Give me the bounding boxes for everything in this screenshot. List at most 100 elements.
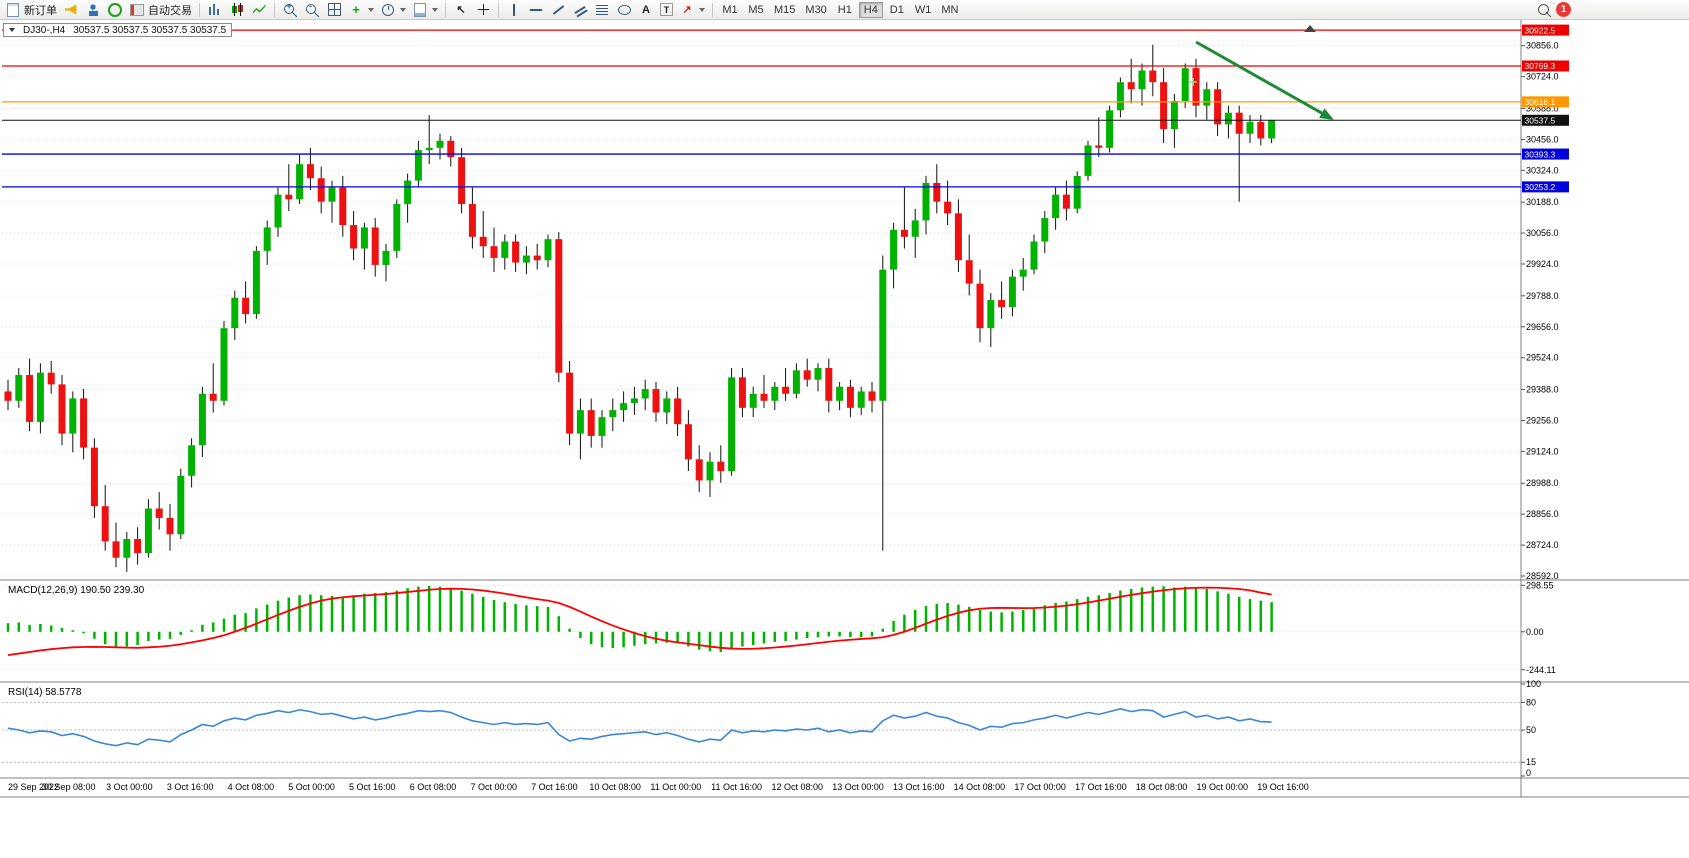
svg-text:30588.0: 30588.0 (1526, 103, 1559, 113)
autotrading-button-label: 自动交易 (148, 4, 192, 17)
svg-text:29924.0: 29924.0 (1526, 259, 1559, 269)
timeframe-mn-button[interactable]: MN (937, 2, 962, 18)
tile-windows-icon (326, 2, 342, 18)
zoom-in-button[interactable] (280, 1, 300, 18)
line-chart-button[interactable] (249, 1, 269, 18)
price-chart[interactable]: 30856.0 30724.0 30588.0 30456.0 30324.0 30188… (0, 20, 1689, 858)
toolbar-separator (498, 2, 499, 17)
svg-text:30 Sep 08:00: 30 Sep 08:00 (42, 782, 96, 792)
svg-text:14 Oct 08:00: 14 Oct 08:00 (954, 782, 1006, 792)
svg-text:19 Oct 16:00: 19 Oct 16:00 (1257, 782, 1309, 792)
price-badge (1522, 181, 1569, 193)
indicators-button[interactable]: + (346, 1, 376, 18)
timeframe-h1-button[interactable]: H1 (833, 2, 857, 18)
templates-button[interactable] (410, 1, 440, 18)
channel-icon (572, 2, 588, 18)
svg-text:-244.11: -244.11 (1526, 665, 1556, 675)
clock-icon (380, 2, 396, 18)
svg-text:10 Oct 08:00: 10 Oct 08:00 (589, 782, 641, 792)
svg-text:80: 80 (1526, 697, 1536, 707)
price-badge (1522, 96, 1569, 108)
svg-text:6 Oct 08:00: 6 Oct 08:00 (410, 782, 457, 792)
alerts-button[interactable] (61, 1, 81, 18)
svg-text:0: 0 (1526, 768, 1531, 778)
price-badge (1522, 148, 1569, 160)
new-order-button[interactable]: 新订单 (3, 1, 59, 18)
arrow-icon: ↗ (682, 4, 692, 16)
label-icon: T (660, 3, 673, 16)
timeframe-h4-button[interactable]: H4 (858, 1, 883, 18)
price-badge (1522, 114, 1569, 126)
cursor-button[interactable]: ↖ (451, 1, 471, 18)
indicators-icon: + (352, 2, 360, 17)
toolbar-separator (712, 2, 713, 17)
arrows-button[interactable]: ↗ (677, 1, 707, 18)
zoom-out-button[interactable] (302, 1, 322, 18)
svg-text:29656.0: 29656.0 (1526, 322, 1559, 332)
crosshair-button[interactable] (473, 1, 493, 18)
timeframe-m1-button[interactable]: M1 (718, 2, 742, 18)
search-button[interactable] (1534, 1, 1554, 18)
svg-text:12 Oct 08:00: 12 Oct 08:00 (772, 782, 824, 792)
dropdown-arrow-icon (368, 7, 374, 12)
timeframe-d1-button[interactable]: D1 (885, 2, 909, 18)
svg-text:29256.0: 29256.0 (1526, 415, 1559, 425)
cross-marker (1189, 78, 1197, 86)
svg-text:19 Oct 00:00: 19 Oct 00:00 (1197, 782, 1249, 792)
autotrading-button[interactable]: 自动交易 (127, 1, 194, 18)
horizontal-price-lines[interactable]: 30922.5 30769.3 30616.1 30537.5 30393.3 30253… (2, 24, 1569, 193)
svg-text:30616.1: 30616.1 (1525, 97, 1556, 107)
svg-text:28988.0: 28988.0 (1526, 478, 1559, 488)
trendline-button[interactable] (548, 1, 568, 18)
fibonacci-button[interactable] (592, 1, 612, 18)
periods-button[interactable] (378, 1, 408, 18)
zoom-out-icon (304, 1, 320, 18)
svg-text:29788.0: 29788.0 (1526, 291, 1559, 301)
text-button[interactable]: A (636, 1, 656, 18)
chart-ohlc: 30537.5 30537.5 30537.5 30537.5 (73, 24, 227, 36)
svg-text:100: 100 (1526, 679, 1541, 689)
svg-text:30056.0: 30056.0 (1526, 228, 1559, 238)
shapes-button[interactable] (614, 1, 634, 18)
line-chart-icon (251, 2, 267, 18)
price-axis[interactable]: 30856.0 30724.0 30588.0 30456.0 30324.0 30188… (2, 41, 1559, 581)
svg-text:30856.0: 30856.0 (1526, 41, 1559, 51)
timeframe-m5-button[interactable]: M5 (744, 2, 768, 18)
notification-badge[interactable]: 1 (1556, 2, 1571, 17)
timeframe-w1-button[interactable]: W1 (911, 2, 936, 18)
vertical-line-button[interactable] (504, 1, 524, 18)
svg-text:29 Sep 2022: 29 Sep 2022 (8, 782, 59, 792)
bar-chart-button[interactable] (205, 1, 225, 18)
svg-text:11 Oct 00:00: 11 Oct 00:00 (650, 782, 701, 792)
svg-text:RSI(14) 58.5778: RSI(14) 58.5778 (8, 687, 82, 698)
chart-shift-marker[interactable] (1304, 25, 1316, 32)
support-button[interactable] (105, 1, 125, 18)
svg-text:4 Oct 08:00: 4 Oct 08:00 (228, 782, 275, 792)
svg-text:50: 50 (1526, 725, 1536, 735)
timeframe-m30-button[interactable]: M30 (801, 2, 830, 18)
trend-arrow[interactable] (1195, 40, 1334, 120)
cursor-icon: ↖ (456, 4, 466, 16)
svg-text:15: 15 (1526, 757, 1536, 767)
svg-text:5 Oct 00:00: 5 Oct 00:00 (288, 782, 335, 792)
toolbar-separator (274, 2, 275, 17)
svg-text:30188.0: 30188.0 (1526, 197, 1559, 207)
channel-button[interactable] (570, 1, 590, 18)
fibonacci-icon (594, 2, 610, 18)
timeframe-m15-button[interactable]: M15 (770, 2, 799, 18)
chart-symbol-period: DJ30-,H4 (23, 24, 66, 36)
text-label-button[interactable]: T (658, 1, 675, 18)
template-icon (412, 2, 428, 18)
tile-windows-button[interactable] (324, 1, 344, 18)
chart-info-box: DJ30-,H4 30537.5 30537.5 30537.5 30537.5 (3, 23, 233, 37)
one-click-trading-toggle[interactable] (9, 28, 15, 32)
new-order-button-label: 新订单 (24, 4, 57, 17)
market-depth-button[interactable] (83, 1, 103, 18)
person-icon (85, 2, 101, 18)
rsi-axis: 100 80 50 150 (2, 679, 1541, 778)
candlestick-chart-button[interactable] (227, 1, 247, 18)
horizontal-line-button[interactable] (526, 1, 546, 18)
svg-text:17 Oct 16:00: 17 Oct 16:00 (1075, 782, 1127, 792)
